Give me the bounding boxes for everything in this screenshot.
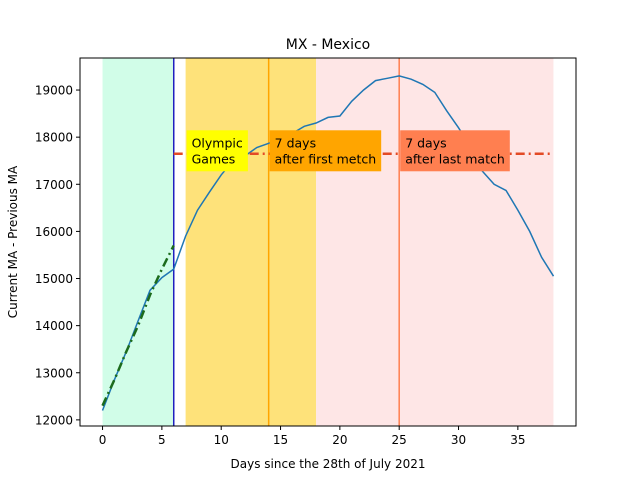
y-tick-label: 12000 xyxy=(35,413,73,427)
annotation-text-1: 7 days after first metch xyxy=(275,135,377,166)
x-tick-label: 25 xyxy=(392,433,407,447)
x-axis-ticks: 0 5 10 15 20 25 30 35 xyxy=(99,426,525,447)
y-tick-label: 15000 xyxy=(35,272,73,286)
annotation-2: 7 days after last match xyxy=(400,130,510,172)
annotation-box-0 xyxy=(186,130,248,172)
annotation-line-0-1: Games xyxy=(192,151,236,166)
y-axis-ticks: 12000 13000 14000 15000 16000 17000 18000 19000 xyxy=(35,84,80,427)
annotation-box-2 xyxy=(400,130,510,172)
x-tick-label: 15 xyxy=(273,433,288,447)
annotation-line-2-1: after last match xyxy=(405,151,505,166)
annotation-line-0-0: Olympic xyxy=(192,135,243,150)
event-lines xyxy=(172,58,400,426)
annotation-box-1 xyxy=(269,130,382,172)
chart-title: MX - Mexico xyxy=(286,37,371,53)
y-tick-label: 14000 xyxy=(35,319,73,333)
y-tick-label: 19000 xyxy=(35,84,73,98)
y-tick-label: 18000 xyxy=(35,131,73,145)
x-tick-label: 5 xyxy=(158,433,166,447)
annotation-1: 7 days after first metch xyxy=(269,130,382,172)
y-tick-label: 17000 xyxy=(35,178,73,192)
annotation-line-2-0: 7 days xyxy=(405,135,446,150)
x-tick-label: 30 xyxy=(451,433,466,447)
period-band-1 xyxy=(185,58,317,426)
x-tick-label: 35 xyxy=(510,433,525,447)
annotation-0: Olympic Games xyxy=(186,130,248,172)
x-tick-label: 0 xyxy=(99,433,107,447)
y-tick-label: 13000 xyxy=(35,366,73,380)
y-axis-label: Current MA - Previous MA xyxy=(6,165,20,318)
y-tick-label: 16000 xyxy=(35,225,73,239)
annotation-text-2: 7 days after last match xyxy=(405,135,505,166)
x-tick-label: 20 xyxy=(332,433,347,447)
annotation-text-0: Olympic Games xyxy=(192,135,243,166)
period-band-0 xyxy=(102,58,174,426)
period-band-2 xyxy=(316,58,554,426)
annotation-line-1-1: after first metch xyxy=(275,151,377,166)
x-tick-label: 10 xyxy=(214,433,229,447)
x-axis-label: Days since the 28th of July 2021 xyxy=(231,457,426,471)
plot-frame xyxy=(79,57,577,427)
annotation-line-1-0: 7 days xyxy=(275,135,316,150)
shaded-periods xyxy=(102,58,554,426)
